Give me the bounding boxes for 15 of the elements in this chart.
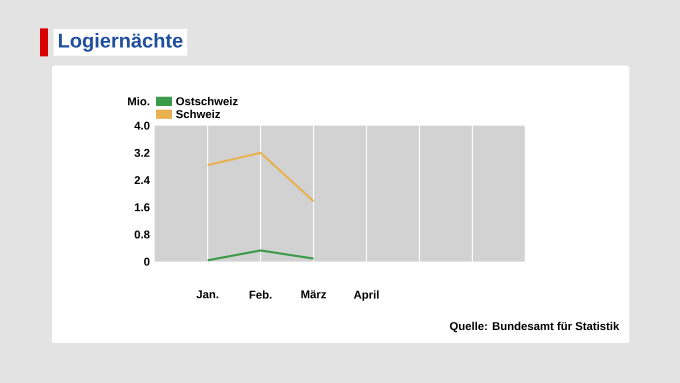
source-note: Quelle: Bundesamt für Statistik bbox=[450, 322, 620, 332]
chart-title: Logiernächte bbox=[58, 32, 182, 52]
y-tick-label: 4.0 bbox=[134, 122, 150, 130]
x-tick-label: März bbox=[301, 290, 326, 298]
y-tick-label: 0.8 bbox=[134, 230, 150, 238]
y-axis-title: Mio. bbox=[128, 97, 150, 106]
x-tick-label: Feb. bbox=[250, 290, 272, 299]
x-tick-label: Jan. bbox=[196, 290, 218, 298]
legend-label: Ostschweiz bbox=[176, 96, 238, 106]
y-tick-label: 3.2 bbox=[134, 148, 150, 157]
y-tick-label: 1.6 bbox=[134, 203, 150, 212]
y-tick-label: 0 bbox=[144, 258, 150, 266]
x-tick-label: April bbox=[354, 290, 379, 301]
y-tick-label: 2.4 bbox=[134, 176, 150, 184]
legend-label: Schweiz bbox=[176, 110, 220, 118]
